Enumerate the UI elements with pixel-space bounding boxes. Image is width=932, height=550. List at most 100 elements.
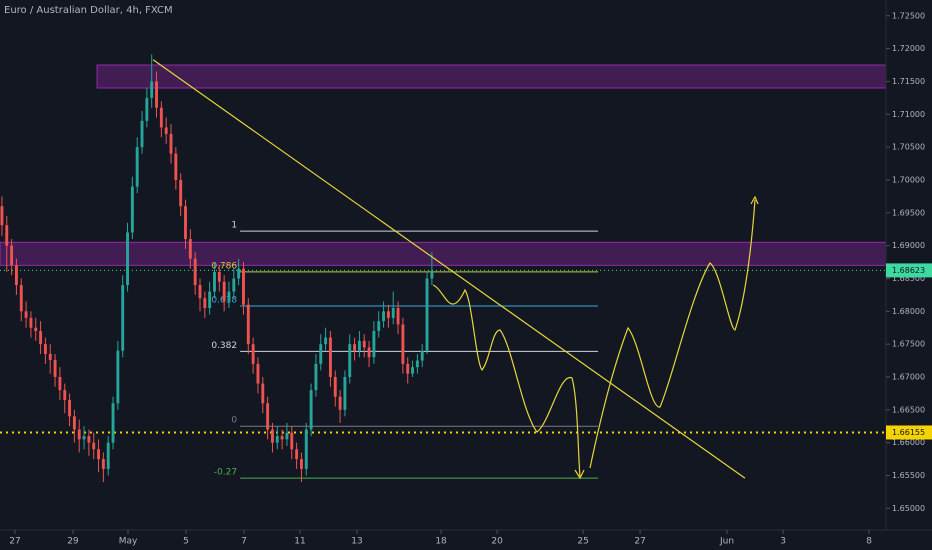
candle-body [391,308,395,318]
fib-label: 1 [231,221,237,231]
candle-body [357,340,361,351]
candle-body [285,432,289,440]
x-tick-label: 8 [866,537,872,547]
candle-body [213,271,216,292]
candle-body [58,376,62,391]
candle-body [106,442,110,469]
candle-body [150,81,154,98]
candle-body [401,324,405,364]
x-tick-label: 3 [780,537,786,547]
candle-body [116,350,120,404]
candle-body [377,321,381,332]
candle-body [333,376,337,397]
y-tick-label: 1.72500 [892,11,925,20]
y-tick-label: 1.66000 [892,438,925,447]
candle-body [126,232,129,286]
x-tick-label: May [119,537,138,547]
y-tick-label: 1.70000 [892,175,925,184]
candle-body [72,416,76,430]
y-tick-label: 1.65500 [892,471,925,480]
candle-body [420,350,424,361]
x-tick-label: 29 [67,537,79,547]
candle-body [14,265,18,286]
candle-body [188,239,192,259]
trendline [152,59,746,479]
x-tick-label: 11 [294,537,305,547]
candle-body [430,270,434,279]
candle-body [309,390,313,430]
x-tick-label: 27 [9,537,20,547]
candle-body [5,225,9,246]
y-tick-label: 1.67000 [892,372,925,381]
candle-body [251,344,255,364]
price-label-box [886,425,932,440]
price-label-box [886,263,932,278]
candle-body [425,278,429,351]
candle-body [0,206,4,226]
y-tick-label: 1.71500 [892,77,925,86]
candle-body [130,186,134,233]
candle-body [261,383,265,404]
chart-title: Euro / Australian Dollar, 4h, FXCM [4,5,173,16]
y-tick-label: 1.68500 [892,274,925,283]
candle-body [362,340,366,348]
candle-body [203,298,207,309]
y-tick-label: 1.72000 [892,44,925,53]
candle-body [63,390,67,400]
candle-body [227,291,231,302]
x-tick-label: 5 [183,537,189,547]
fib-label: 0.786 [211,261,237,271]
price-label: 1.66155 [892,428,925,437]
candle-body [266,403,270,430]
candle-body [10,245,14,266]
candle-body [164,127,168,134]
candle-body [87,436,91,443]
candle-body [290,432,294,450]
candle-body [48,353,52,360]
candle-body [237,268,241,279]
candle-body [29,317,33,328]
candle-body [145,97,149,121]
candle-body [39,331,43,345]
projection-sketch [432,195,759,480]
candle-body [415,360,419,368]
zone [0,241,926,266]
candle-body [43,344,47,354]
x-tick-label: 18 [435,537,447,547]
candle-body [121,285,125,351]
candle-body [77,429,81,440]
x-tick-label: 20 [491,537,503,547]
y-tick-label: 1.67500 [892,340,925,349]
candle-body [184,206,187,240]
candle-body [242,268,245,305]
candle-body [193,258,197,286]
candle-body [222,281,226,302]
axes: 1.72500 1.72000 1.71500 1.71000 1.70500 1.700… [9,11,932,547]
candle-body [111,403,115,443]
x-tick-label: 27 [634,537,645,547]
candle-body [155,81,158,108]
candle-body [367,347,371,358]
y-tick-label: 1.69500 [892,208,925,217]
candle-body [101,459,105,469]
candle-body [280,436,284,440]
y-tick-label: 1.66500 [892,405,925,414]
candle-body [353,344,357,351]
candle-body [159,107,163,128]
candle-body [174,153,178,180]
candle-body [53,359,57,377]
candle-body [348,344,352,377]
candle-body [140,120,144,148]
candle-body [328,337,332,377]
candle-body [19,285,23,312]
fib-label: -0.27 [214,468,237,478]
x-tick-label: 25 [577,537,588,547]
candle-body [396,308,400,325]
candle-body [343,376,347,410]
candle-body [304,429,308,469]
candle-body [386,311,390,318]
candle-body [411,367,414,374]
candle-body [299,459,303,469]
